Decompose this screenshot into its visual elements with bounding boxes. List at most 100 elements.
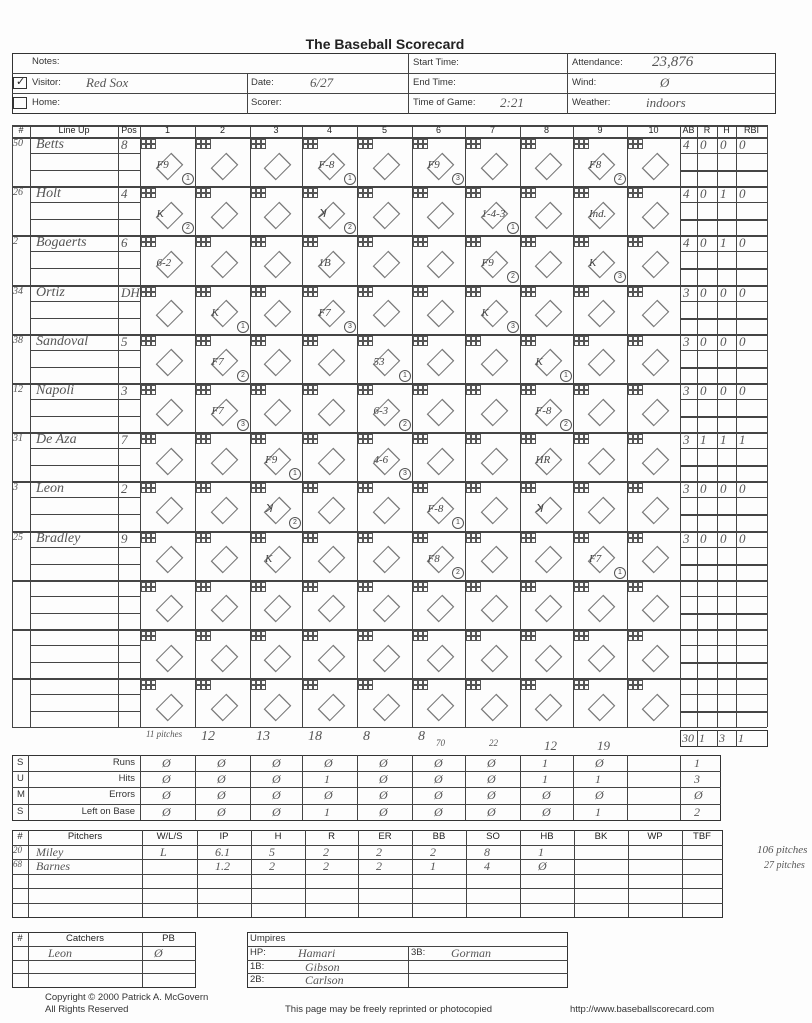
at-bat-cell[interactable] <box>520 285 573 334</box>
at-bat-cell[interactable] <box>627 285 680 334</box>
at-bat-cell[interactable] <box>627 629 680 678</box>
at-bat-cell[interactable] <box>302 137 357 186</box>
at-bat-cell[interactable] <box>302 383 357 432</box>
at-bat-cell[interactable] <box>195 531 250 580</box>
player-position[interactable]: 9 <box>121 530 128 546</box>
pitcher-cell[interactable]: 68 <box>13 859 22 869</box>
player-h[interactable]: 0 <box>720 530 727 546</box>
summary-value[interactable]: Ø <box>217 756 226 770</box>
at-bat-cell[interactable] <box>465 285 520 334</box>
at-bat-cell[interactable] <box>627 235 680 284</box>
at-bat-cell[interactable] <box>573 285 627 334</box>
player-number[interactable]: 38 <box>13 334 23 346</box>
at-bat-cell[interactable] <box>250 186 302 235</box>
player-r[interactable]: 1 <box>700 432 707 448</box>
at-bat-cell[interactable] <box>302 678 357 727</box>
at-bat-cell[interactable] <box>465 235 520 284</box>
pitcher-cell[interactable]: 20 <box>13 844 22 855</box>
player-position[interactable]: 8 <box>121 137 128 152</box>
at-bat-cell[interactable] <box>357 629 412 678</box>
at-bat-cell[interactable] <box>520 629 573 678</box>
player-ab[interactable]: 3 <box>683 333 690 349</box>
at-bat-cell[interactable] <box>520 186 573 235</box>
at-bat-cell[interactable] <box>302 481 357 530</box>
at-bat-cell[interactable] <box>465 186 520 235</box>
home-checkbox[interactable] <box>13 97 27 109</box>
at-bat-cell[interactable] <box>573 383 627 432</box>
player-name[interactable]: Holt <box>36 186 61 202</box>
summary-value[interactable]: Ø <box>324 756 333 770</box>
at-bat-cell[interactable] <box>250 481 302 530</box>
at-bat-cell[interactable] <box>302 285 357 334</box>
summary-value[interactable]: Ø <box>162 788 171 803</box>
player-ab[interactable]: 3 <box>683 383 690 398</box>
player-r[interactable]: 0 <box>700 235 707 251</box>
at-bat-cell[interactable] <box>520 137 573 186</box>
player-ab[interactable]: 3 <box>683 530 690 546</box>
summary-value[interactable]: Ø <box>379 788 388 803</box>
summary-value[interactable]: Ø <box>379 804 388 819</box>
at-bat-cell[interactable] <box>520 481 573 530</box>
at-bat-cell[interactable] <box>465 629 520 678</box>
summary-value[interactable]: Ø <box>217 804 226 819</box>
player-ab[interactable]: 3 <box>683 284 690 300</box>
at-bat-cell[interactable] <box>627 383 680 432</box>
at-bat-cell[interactable] <box>573 678 627 727</box>
at-bat-cell[interactable] <box>412 481 465 530</box>
summary-total[interactable]: 1 <box>694 756 700 770</box>
player-h[interactable]: 0 <box>720 137 727 152</box>
at-bat-cell[interactable] <box>357 580 412 629</box>
player-rbi[interactable]: 1 <box>739 432 746 448</box>
summary-value[interactable]: Ø <box>272 756 281 770</box>
catcher-cell[interactable]: Leon <box>48 945 72 960</box>
at-bat-cell[interactable] <box>573 235 627 284</box>
pitcher-cell[interactable]: 6.1 <box>215 844 230 859</box>
pitcher-cell[interactable]: 2 <box>376 859 382 873</box>
at-bat-cell[interactable] <box>195 678 250 727</box>
at-bat-cell[interactable] <box>627 531 680 580</box>
wind-value[interactable]: Ø <box>660 75 670 90</box>
at-bat-cell[interactable] <box>357 383 412 432</box>
at-bat-cell[interactable] <box>140 137 195 186</box>
at-bat-cell[interactable] <box>412 186 465 235</box>
player-rbi[interactable]: 0 <box>739 137 746 152</box>
player-r[interactable]: 0 <box>700 481 707 497</box>
at-bat-cell[interactable] <box>140 531 195 580</box>
summary-value[interactable]: Ø <box>272 804 281 819</box>
at-bat-cell[interactable] <box>627 334 680 383</box>
at-bat-cell[interactable] <box>627 580 680 629</box>
player-position[interactable]: DH <box>121 284 140 300</box>
player-h[interactable]: 1 <box>720 432 727 448</box>
at-bat-cell[interactable] <box>195 137 250 186</box>
player-number[interactable]: 34 <box>13 285 23 297</box>
player-name[interactable]: Napoli <box>36 383 75 398</box>
time-of-game-value[interactable]: 2:21 <box>500 95 524 110</box>
pitcher-cell[interactable]: Ø <box>538 859 547 873</box>
at-bat-cell[interactable] <box>520 334 573 383</box>
summary-value[interactable]: 1 <box>595 804 601 819</box>
pitcher-cell[interactable]: Barnes <box>36 859 70 873</box>
at-bat-cell[interactable] <box>573 334 627 383</box>
player-position[interactable]: 7 <box>121 432 128 448</box>
summary-value[interactable]: Ø <box>487 756 496 770</box>
at-bat-cell[interactable] <box>412 580 465 629</box>
player-r[interactable]: 0 <box>700 186 707 202</box>
player-h[interactable]: 1 <box>720 186 727 202</box>
player-number[interactable]: 50 <box>13 138 23 149</box>
at-bat-cell[interactable] <box>250 678 302 727</box>
summary-value[interactable]: Ø <box>379 756 388 770</box>
player-position[interactable]: 5 <box>121 333 128 349</box>
at-bat-cell[interactable] <box>140 629 195 678</box>
at-bat-cell[interactable] <box>573 481 627 530</box>
summary-total[interactable]: 3 <box>694 772 700 787</box>
at-bat-cell[interactable] <box>195 481 250 530</box>
at-bat-cell[interactable] <box>140 383 195 432</box>
summary-value[interactable]: Ø <box>542 788 551 803</box>
summary-value[interactable]: Ø <box>434 788 443 803</box>
player-number[interactable]: 31 <box>13 433 23 445</box>
at-bat-cell[interactable] <box>573 531 627 580</box>
pitcher-cell[interactable]: 2 <box>323 859 329 873</box>
pitcher-cell[interactable]: 2 <box>430 844 436 859</box>
player-number[interactable]: 3 <box>13 482 18 494</box>
player-h[interactable]: 0 <box>720 383 727 398</box>
